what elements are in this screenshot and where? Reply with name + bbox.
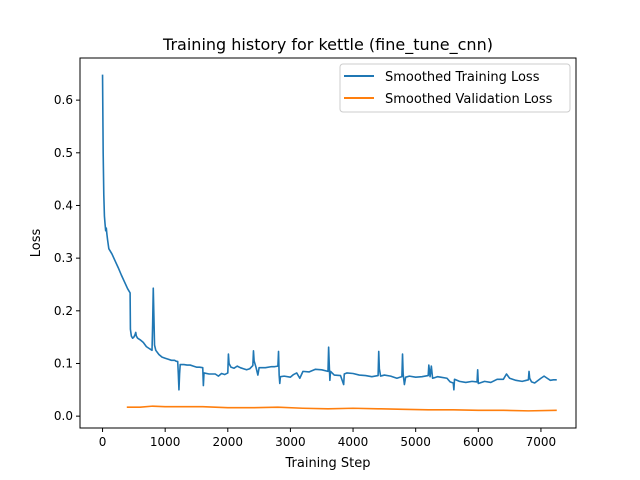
y-tick-label: 0.3 [54, 251, 73, 265]
x-axis-label: Training Step [284, 456, 370, 471]
y-tick-label: 0.4 [54, 198, 73, 212]
legend-label-training: Smoothed Training Loss [385, 70, 540, 85]
x-tick-label: 4000 [338, 435, 369, 449]
legend: Smoothed Training Loss Smoothed Validati… [339, 63, 571, 113]
y-tick-label: 0.2 [54, 304, 73, 318]
legend-label-validation: Smoothed Validation Loss [385, 92, 553, 107]
x-tick-label: 3000 [275, 435, 306, 449]
y-axis-label: Loss [29, 229, 44, 258]
y-axis: 0.0 0.1 0.2 0.3 0.4 0.5 0.6 [54, 93, 80, 423]
x-tick-label: 6000 [463, 435, 494, 449]
y-tick-label: 0.6 [54, 93, 73, 107]
y-tick-label: 0.0 [54, 409, 73, 423]
x-tick-label: 2000 [213, 435, 244, 449]
plot-area [101, 74, 557, 412]
x-tick-label: 7000 [526, 435, 557, 449]
y-tick-label: 0.5 [54, 146, 73, 160]
x-tick-label: 0 [99, 435, 107, 449]
plot-frame [79, 57, 577, 429]
x-tick-label: 1000 [150, 435, 181, 449]
chart-title: Training history for kettle (fine_tune_c… [162, 35, 493, 55]
x-tick-label: 5000 [400, 435, 431, 449]
series-line-validation-loss [126, 405, 557, 412]
series-line-training-loss [101, 74, 557, 391]
y-tick-label: 0.1 [54, 356, 73, 370]
x-axis: 0 1000 2000 3000 4000 5000 6000 7000 [99, 428, 556, 449]
legend-box [339, 63, 571, 113]
